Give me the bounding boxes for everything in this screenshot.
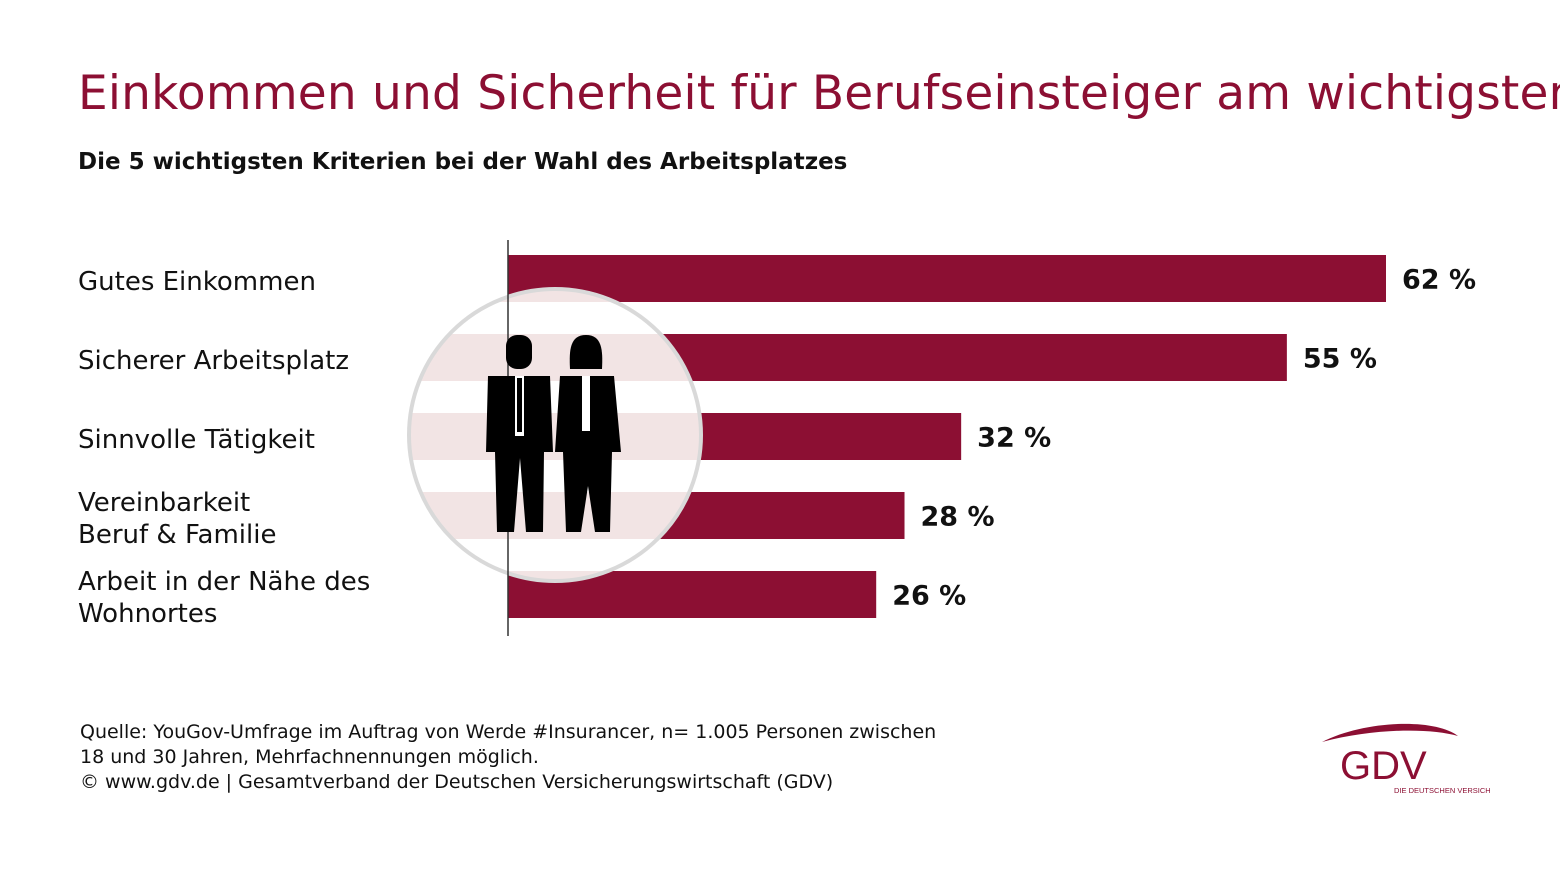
gdv-logo: GDV DIE DEUTSCHEN VERSICHERER xyxy=(1322,723,1490,795)
chart-subtitle: Die 5 wichtigsten Kriterien bei der Wahl… xyxy=(78,149,848,175)
magnifier-circle xyxy=(407,287,703,583)
category-label-line: Sicherer Arbeitsplatz xyxy=(78,345,350,376)
source-line-2: 18 und 30 Jahren, Mehrfachnennungen mögl… xyxy=(80,746,539,768)
category-label-line: Wohnortes xyxy=(78,598,218,629)
people-icon xyxy=(486,335,621,532)
category-label-line: Beruf & Familie xyxy=(78,519,277,550)
logo-tagline: DIE DEUTSCHEN VERSICHERER xyxy=(1394,786,1490,795)
category-label-line: Sinnvolle Tätigkeit xyxy=(78,424,315,455)
logo-text: GDV xyxy=(1340,744,1427,788)
category-label-line: Vereinbarkeit xyxy=(78,487,251,518)
category-label-line: Gutes Einkommen xyxy=(78,266,316,297)
value-label: 32 % xyxy=(977,423,1051,454)
category-label: Sicherer Arbeitsplatz xyxy=(78,345,349,377)
bar-stripe-in-magnifier xyxy=(409,334,701,381)
source-line-1: Quelle: YouGov-Umfrage im Auftrag von We… xyxy=(80,721,937,743)
value-labels-layer: 62 % 55 % 32 % 28 % 26 % xyxy=(892,265,1476,612)
category-label-line: Arbeit in der Nähe des xyxy=(78,566,371,597)
category-label: Sinnvolle Tätigkeit xyxy=(78,424,315,456)
value-label: 62 % xyxy=(1402,265,1476,296)
value-label: 55 % xyxy=(1303,344,1377,375)
bar-stripe-in-magnifier xyxy=(409,492,701,539)
bar-stripe-in-magnifier xyxy=(409,413,701,460)
bar xyxy=(508,255,1386,302)
source-footer: Quelle: YouGov-Umfrage im Auftrag von We… xyxy=(80,720,936,795)
bar-stripe-in-magnifier xyxy=(409,571,701,581)
value-label: 26 % xyxy=(892,581,966,612)
logo-arc xyxy=(1322,723,1458,742)
category-label: Vereinbarkeit Beruf & Familie xyxy=(78,487,276,551)
chart-title: Einkommen und Sicherheit für Berufseinst… xyxy=(78,66,1560,121)
category-label: Gutes Einkommen xyxy=(78,266,316,298)
category-label: Arbeit in der Nähe des Wohnortes xyxy=(78,566,370,630)
value-label: 28 % xyxy=(921,502,995,533)
copyright-line: © www.gdv.de | Gesamtverband der Deutsch… xyxy=(80,771,834,793)
